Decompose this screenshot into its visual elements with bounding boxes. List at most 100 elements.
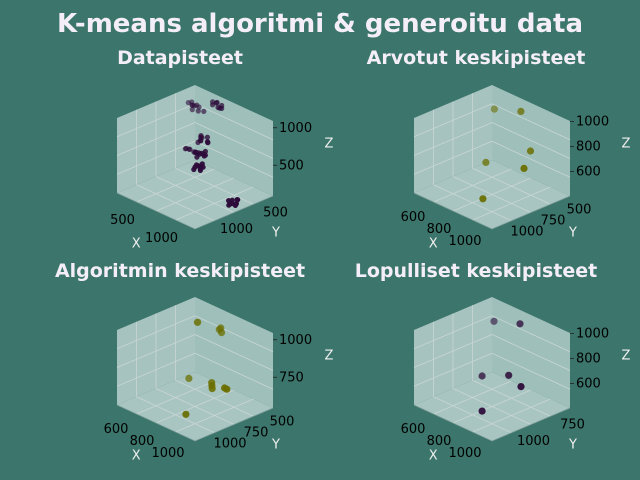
x-tick-label: 1000: [448, 234, 481, 249]
scatter-point: [490, 317, 498, 325]
scatter-point: [194, 154, 200, 160]
x-tick-label: 600: [401, 422, 426, 437]
y-tick-label: 1000: [517, 434, 550, 449]
z-axis-label: Z: [622, 348, 631, 363]
grid-line: [472, 186, 551, 221]
scatter-point: [517, 107, 525, 115]
z-tick-label: 600: [576, 377, 601, 392]
subplot-algoritmin-keskipisteet: Algoritmin keskipisteet 6008001000X50075…: [55, 260, 334, 463]
x-tick-label: 500: [110, 213, 135, 228]
scatter-point: [195, 108, 201, 114]
z-tick-label: 1000: [279, 121, 312, 136]
subplot-title: Algoritmin keskipisteet: [55, 260, 305, 282]
scatter-point: [185, 374, 193, 382]
grid-line: [194, 140, 274, 178]
subplot-title: Datapisteet: [117, 47, 243, 69]
z-tick-label: 600: [576, 165, 601, 180]
scatter-point: [201, 153, 207, 159]
grid-line: [413, 334, 493, 368]
y-tick-label: 750: [244, 426, 269, 441]
grid-line: [491, 140, 571, 178]
scatter-point: [201, 108, 207, 114]
scatter-point: [526, 147, 535, 155]
z-tick-label: 1000: [576, 327, 609, 342]
x-axis-label: X: [429, 448, 438, 463]
scatter-point: [482, 158, 490, 166]
z-axis-label: Z: [622, 136, 631, 151]
x-tick-label: 600: [401, 210, 426, 225]
scatter-point: [520, 164, 528, 172]
scatter-point: [204, 134, 210, 140]
subplot-lopulliset-keskipisteet: Lopulliset keskipisteet 6008001000X75010…: [355, 260, 631, 463]
y-tick-label: 750: [541, 214, 566, 229]
grid-line: [175, 186, 254, 221]
x-tick-label: 800: [427, 434, 452, 449]
scatter-point: [182, 410, 190, 418]
grid-line: [491, 334, 571, 371]
y-tick-label: 500: [567, 203, 592, 218]
z-tick-label: 800: [576, 140, 601, 155]
y-tick-label: 1000: [213, 437, 246, 452]
axis-edge: [413, 192, 571, 230]
grid-line: [194, 315, 274, 353]
axis-edge: [116, 404, 274, 442]
grid-line: [491, 103, 571, 141]
scatter-point: [194, 102, 200, 108]
subplot-title: Arvotut keskipisteet: [367, 47, 586, 69]
scatter-point: [478, 407, 486, 415]
grid-line: [194, 352, 274, 390]
z-tick-label: 800: [576, 352, 601, 367]
grid-line: [413, 140, 493, 175]
y-tick-label: 1000: [510, 225, 543, 240]
x-axis-label: X: [429, 236, 438, 251]
y-tick-label: 1000: [220, 222, 253, 237]
scatter-point: [197, 166, 203, 172]
grid-line: [116, 122, 196, 156]
figure-title: K-means algoritmi & generoitu data: [57, 9, 583, 39]
scatter-point: [189, 107, 195, 113]
scatter-point: [235, 197, 241, 203]
grid-line: [452, 388, 532, 425]
scatter-point: [191, 166, 197, 173]
grid-line: [413, 122, 493, 156]
scatter-point: [478, 372, 486, 380]
scatter-point: [479, 195, 487, 203]
grid-line: [194, 122, 274, 159]
x-tick-label: 1000: [448, 446, 481, 461]
grid-line: [116, 140, 196, 175]
grid-line: [491, 315, 571, 353]
grid-line: [452, 176, 532, 213]
x-axis-label: X: [132, 448, 141, 463]
x-axis-label: X: [132, 236, 141, 251]
grid-line: [194, 334, 274, 371]
z-axis-label: Z: [325, 136, 334, 151]
grid-line: [472, 398, 551, 433]
x-tick-label: 1000: [145, 231, 178, 246]
y-axis-label: Y: [568, 438, 577, 453]
grid-line: [472, 167, 551, 205]
y-tick-label: 500: [270, 415, 295, 430]
z-tick-label: 500: [279, 158, 304, 173]
scatter-point: [217, 105, 223, 111]
grid-line: [194, 103, 274, 141]
scatter-point: [226, 202, 232, 208]
z-axis-label: Z: [325, 348, 334, 363]
subplot-datapisteet: Datapisteet 500 1000 X 500 1000 Y 500 1000 Z: [110, 47, 333, 251]
z-tick-label: 750: [279, 370, 304, 385]
x-tick-label: 800: [427, 222, 452, 237]
scatter-point: [194, 318, 202, 326]
scatter-point: [226, 198, 232, 204]
x-tick-label: 1000: [151, 446, 184, 461]
scatter-point: [517, 383, 525, 391]
scatter-point: [217, 324, 225, 332]
grid-line: [155, 388, 235, 425]
scatter-point: [214, 99, 220, 106]
grid-line: [491, 352, 571, 390]
scatter-point: [191, 149, 197, 155]
subplot-arvotut-keskipisteet: Arvotut keskipisteet 6008001000X50075010…: [367, 47, 631, 251]
scatter-point: [185, 100, 191, 106]
x-tick-label: 800: [130, 434, 155, 449]
grid-line: [175, 398, 254, 433]
axis-edge: [116, 192, 274, 230]
